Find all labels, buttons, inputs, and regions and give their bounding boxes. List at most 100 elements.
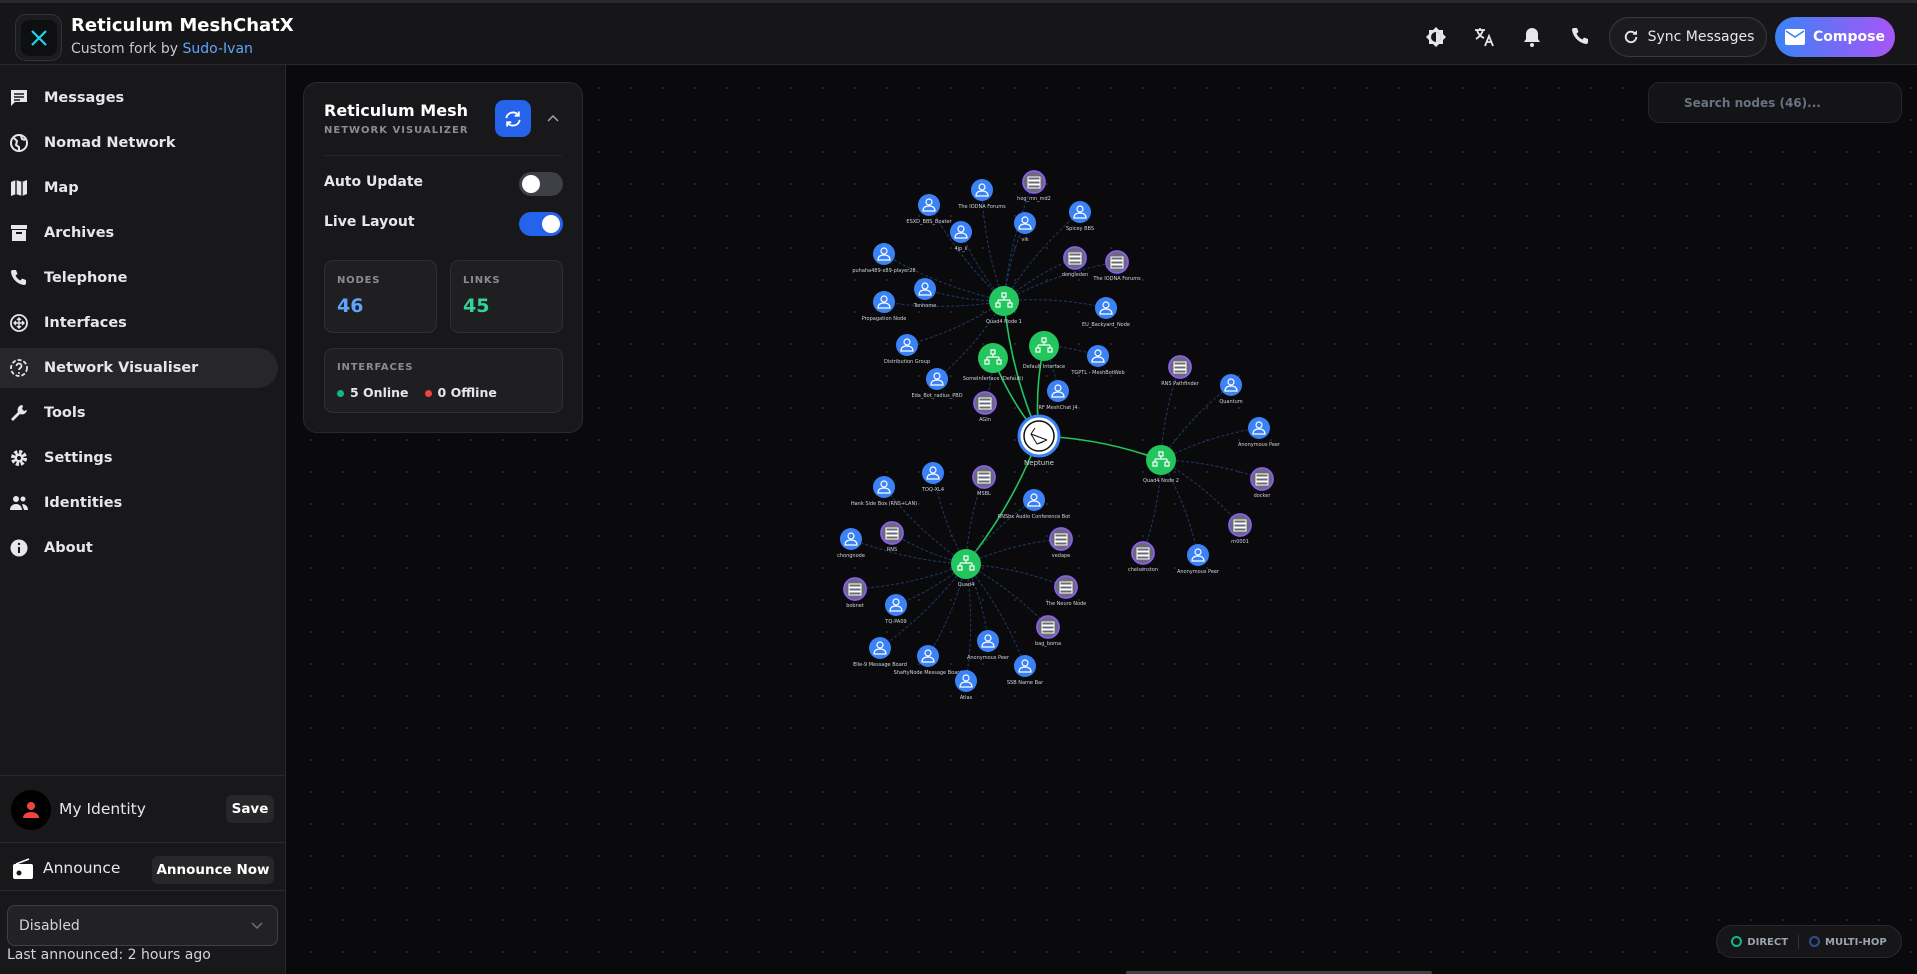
graph-node-server[interactable]: The Neuro Node [1045,575,1087,607]
graph-node-server[interactable]: The IODNA Forums [1092,250,1141,282]
legend: DIRECT MULTI-HOP [1716,925,1902,958]
visualizer-panel: Reticulum Mesh NETWORK VISUALIZER Auto U… [303,82,583,433]
graph-node-server[interactable]: MSBL [972,465,996,497]
links-stat: LINKS 45 [450,260,563,333]
graph-node-user[interactable]: Quantum [1219,374,1243,405]
refresh-button[interactable] [495,100,531,137]
author-link[interactable]: Sudo-Ivan [182,41,253,57]
graph-node-hub[interactable]: SomeInterface (Default) [963,343,1023,382]
sidebar-item-about[interactable]: About [0,528,278,568]
phone-icon[interactable] [1568,25,1592,49]
graph-node-server[interactable]: chelsenston [1128,541,1158,573]
sidebar-item-map[interactable]: Map [0,168,278,208]
sync-messages-button[interactable]: Sync Messages [1609,17,1767,57]
graph-node-hub[interactable]: Quad4 Node 2 [1143,445,1179,484]
sidebar-item-telephone[interactable]: Telephone [0,258,278,298]
globe-icon [10,134,28,152]
graph-node-user[interactable]: Eda_Bot_radius_PBD [911,368,963,399]
graph-node-user[interactable]: puhaha489-x89-player28 [852,243,916,274]
sync-label: Sync Messages [1647,29,1755,45]
graph-node-hub[interactable]: Default Interface [1023,331,1065,370]
live-layout-toggle[interactable] [519,212,563,236]
collapse-button[interactable] [542,107,564,129]
sidebar-item-archives[interactable]: Archives [0,213,278,253]
graph-node-user[interactable]: ShaftyNode Message Board [894,645,963,676]
graph-node-server[interactable]: docker [1250,467,1274,499]
multihop-link [883,300,1005,307]
graph-node-server[interactable]: bag_boma [1035,615,1061,647]
interfaces-label: INTERFACES [337,362,414,373]
graph-node-user[interactable]: SSB Name Bar [1007,655,1044,686]
horizontal-scrollbar[interactable] [1126,971,1432,974]
graph-node-server[interactable]: rn0001 [1228,513,1252,545]
graph-node-user[interactable]: Tonhome [913,278,937,309]
panel-title: Reticulum Mesh [324,101,468,120]
graph-node-server[interactable]: dongleden [1062,246,1088,278]
compose-button[interactable]: Compose [1775,17,1895,57]
graph-node-user[interactable]: Anonymous Peer [967,630,1010,661]
graph-node-server[interactable]: RNS Pathfinder [1161,355,1200,387]
graph-node-server[interactable]: RNS [880,521,904,553]
graph-node-user[interactable]: Anonymous Peer [1177,544,1220,575]
announce-label: Announce [43,859,121,877]
graph-node-user[interactable]: TQ-PA09 [884,594,907,625]
sidebar-item-identities[interactable]: Identities [0,483,278,523]
multihop-link [965,563,1026,667]
divider [0,890,286,891]
graph-node-center[interactable]: Neptune [1017,414,1061,467]
graph-node-server[interactable]: bobnet [843,577,867,609]
graph-node-user[interactable]: TGPTL - MeshBotWeb [1070,345,1125,376]
sidebar-item-label: Map [44,180,79,196]
announce-now-button[interactable]: Announce Now [152,856,274,884]
mail-icon [1785,29,1806,45]
graph-node-user[interactable]: 4jp_ii [950,221,972,252]
theme-toggle-icon[interactable] [1424,25,1448,49]
sidebar-item-tools[interactable]: Tools [0,393,278,433]
sidebar-item-network-visualiser[interactable]: Network Visualiser [0,348,278,388]
graph-node-user[interactable]: ESXD_BBS_Boater [906,194,953,225]
radio-icon [13,858,33,879]
announce-mode-select[interactable]: Disabled [7,905,278,946]
multihop-link [1160,459,1199,556]
info-icon [10,539,28,557]
graph-node-user[interactable]: Hank Side Box (RNS+LAN) [851,476,917,507]
node-label: chelsenston [1128,567,1158,573]
translate-icon[interactable] [1472,25,1496,49]
hub-icon [978,343,1008,373]
graph-node-user[interactable]: Spicey BBS [1066,201,1094,232]
avatar[interactable] [11,790,51,830]
graph-node-user[interactable]: RNSbx Audio Conference Bot [998,489,1071,520]
graph-node-server[interactable]: hog_mn_md2 [1017,170,1051,202]
graph-node-user[interactable]: EU_Backyard_Node [1082,297,1130,328]
sidebar-item-label: Messages [44,90,125,106]
graph-node-user[interactable]: Distribution Group [884,334,930,365]
graph-node-server[interactable]: AGIn [973,391,997,423]
save-identity-button[interactable]: Save [226,795,274,823]
sidebar-item-messages[interactable]: Messages [0,78,278,118]
graph-node-user[interactable]: The IODNA Forums [957,179,1006,210]
graph-node-user[interactable]: TOQ-XL4 [921,462,944,493]
graph-node-user[interactable]: RF MeshChat J4 [1038,380,1078,411]
sidebar-item-nomad-network[interactable]: Nomad Network [0,123,278,163]
graph-node-user[interactable]: Propagation Node [862,291,907,322]
graph-node-user[interactable]: Anonymous Peer [1238,417,1281,448]
auto-update-toggle[interactable] [519,172,563,196]
graph-node-user[interactable]: vik [1014,212,1036,243]
divider [324,155,562,156]
sidebar-item-interfaces[interactable]: Interfaces [0,303,278,343]
graph-node-user[interactable]: chongnode [837,528,865,559]
server-icon [972,465,996,489]
graph-node-user[interactable]: Atlas [955,670,977,701]
graph-node-hub[interactable]: Quad4 Node 1 [986,286,1022,325]
graph-node-hub[interactable]: Quad4 [951,549,981,588]
app-logo[interactable] [15,14,62,61]
bell-icon[interactable] [1520,25,1544,49]
graph-node-user[interactable]: Elle-9 Message Board [853,637,907,668]
graph-node-server[interactable]: vedape [1049,527,1073,559]
node-label: SomeInterface (Default) [963,376,1023,382]
divider [0,775,286,776]
interfaces-status: 5 Online 0 Offline [337,385,497,400]
search-nodes-input[interactable]: Search nodes (46)... [1648,82,1902,123]
sidebar-item-settings[interactable]: Settings [0,438,278,478]
